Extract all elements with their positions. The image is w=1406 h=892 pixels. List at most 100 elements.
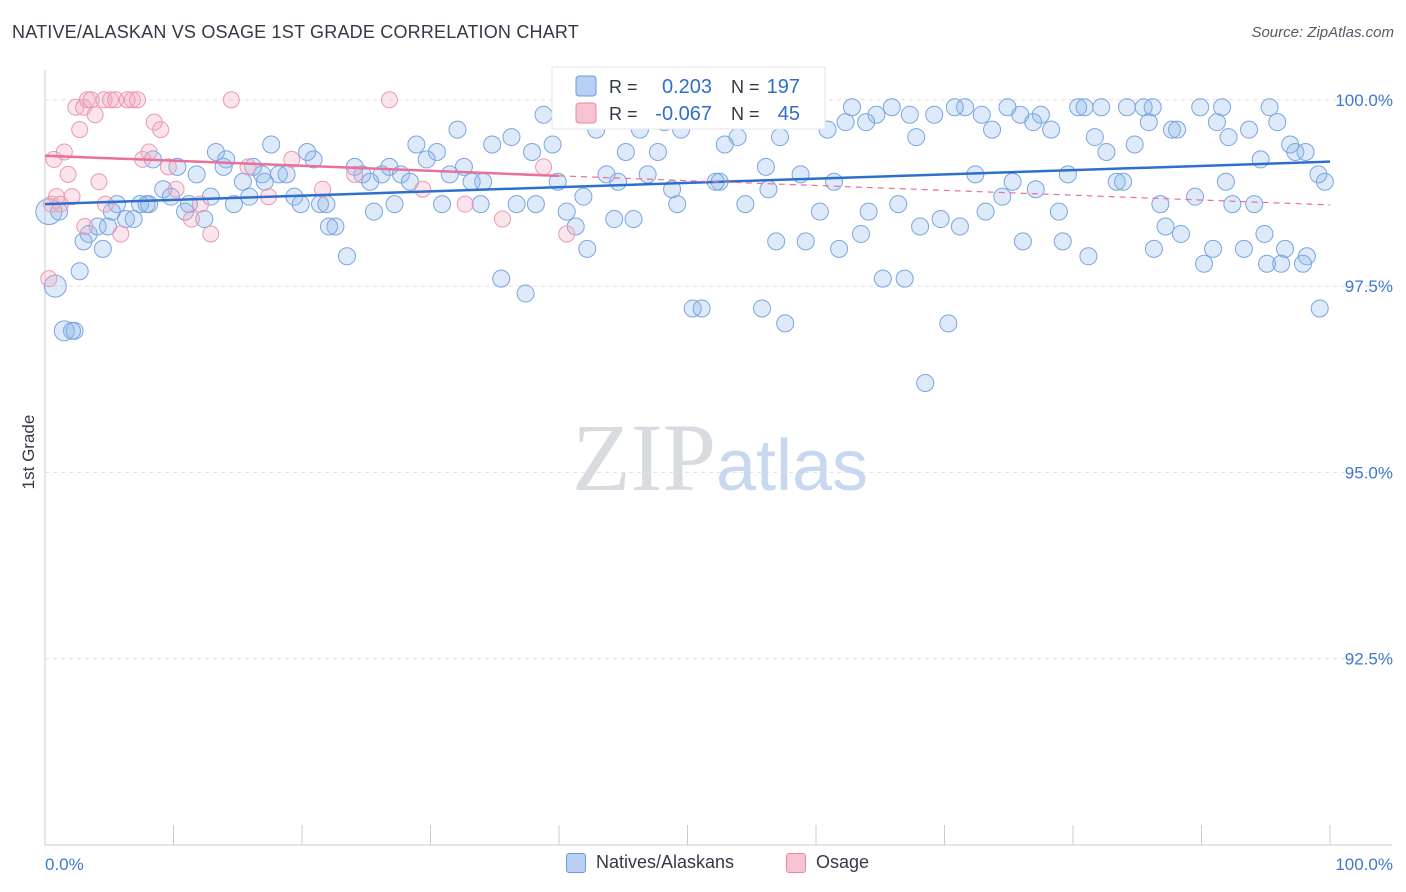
point-natives-12 — [154, 180, 173, 199]
y-tick-label-0: 100.0% — [1335, 91, 1393, 110]
point-natives-131 — [972, 105, 991, 124]
point-natives-103 — [624, 210, 643, 229]
point-osage-37 — [380, 91, 398, 109]
point-osage-43 — [76, 217, 94, 235]
chart-title: NATIVE/ALASKAN VS OSAGE 1ST GRADE CORREL… — [12, 22, 580, 42]
legend-item-osage[interactable]: Osage — [786, 852, 869, 873]
point-osage-34 — [283, 150, 301, 168]
point-natives-82 — [1069, 98, 1088, 117]
point-natives-7 — [93, 239, 112, 258]
point-natives-164 — [277, 165, 296, 184]
point-natives-137 — [1281, 135, 1300, 154]
point-natives-189 — [578, 239, 597, 258]
point-natives-25 — [326, 217, 345, 236]
point-natives-125 — [1309, 165, 1328, 184]
point-natives-110 — [74, 232, 93, 251]
point-natives-187 — [1260, 98, 1279, 117]
point-natives-171 — [895, 269, 914, 288]
point-osage-38 — [414, 180, 432, 198]
point-osage-32 — [239, 158, 257, 176]
point-osage-19 — [118, 91, 136, 109]
point-natives-161 — [462, 172, 481, 191]
point-natives-120 — [859, 202, 878, 221]
point-natives-196 — [663, 180, 682, 199]
point-osage-13 — [86, 106, 104, 124]
point-natives-105 — [433, 195, 452, 214]
point-natives-91 — [1186, 187, 1205, 206]
point-natives-199 — [1026, 180, 1045, 199]
point-natives-130 — [900, 105, 919, 124]
point-natives-104 — [526, 195, 545, 214]
point-natives-77 — [1003, 172, 1022, 191]
point-natives-32 — [417, 150, 436, 169]
point-natives-47 — [609, 172, 628, 191]
point-natives-115 — [385, 195, 404, 214]
point-natives-107 — [224, 195, 243, 214]
point-osage-25 — [152, 121, 170, 139]
legend-item-natives[interactable]: Natives/Alaskans — [566, 852, 734, 873]
point-osage-27 — [167, 180, 185, 198]
point-natives-13 — [168, 157, 187, 176]
point-natives-67 — [873, 269, 892, 288]
series-osage — [40, 91, 576, 288]
point-natives-198 — [911, 217, 930, 236]
point-osage-23 — [140, 143, 158, 161]
stats-r-label-0: R = — [609, 77, 638, 97]
point-natives-40 — [516, 284, 535, 303]
point-natives-154 — [1268, 113, 1287, 132]
point-natives-193 — [304, 150, 323, 169]
point-natives-81 — [1058, 165, 1077, 184]
series-natives-alaskans — [35, 98, 1334, 392]
point-natives-173 — [1053, 232, 1072, 251]
point-natives-135 — [1191, 98, 1210, 117]
point-natives-114 — [291, 195, 310, 214]
point-natives-159 — [605, 210, 624, 229]
stats-n-value-1: 45 — [778, 103, 800, 125]
point-natives-128 — [771, 128, 790, 147]
point-natives-172 — [976, 202, 995, 221]
point-natives-15 — [195, 210, 214, 229]
point-natives-148 — [945, 98, 964, 117]
watermark: ZIPatlas — [572, 404, 868, 511]
point-natives-153 — [1219, 128, 1238, 147]
point-natives-136 — [1240, 120, 1259, 139]
point-osage-9 — [71, 121, 89, 139]
chart-source: Source: ZipAtlas.com — [1251, 24, 1394, 41]
point-natives-169 — [98, 217, 117, 236]
point-natives-44 — [566, 217, 585, 236]
point-natives-63 — [824, 172, 843, 191]
point-natives-28 — [364, 202, 383, 221]
point-natives-61 — [796, 232, 815, 251]
point-osage-21 — [129, 91, 147, 109]
point-natives-184 — [1092, 98, 1111, 117]
point-osage-0 — [40, 270, 58, 288]
stats-swatch-pink — [575, 102, 597, 124]
point-natives-64 — [836, 113, 855, 132]
point-natives-72 — [939, 314, 958, 333]
point-natives-80 — [1042, 120, 1061, 139]
point-natives-124 — [1245, 195, 1264, 214]
point-osage-17 — [107, 91, 125, 109]
point-natives-34 — [440, 165, 459, 184]
point-natives-106 — [319, 217, 338, 236]
legend-label-natives: Natives/Alaskans — [596, 852, 735, 872]
point-osage-20 — [123, 91, 141, 109]
point-natives-26 — [337, 247, 356, 266]
point-osage-26 — [159, 158, 177, 176]
point-natives-38 — [492, 269, 511, 288]
point-natives-134 — [1139, 113, 1158, 132]
point-natives-122 — [1049, 202, 1068, 221]
point-natives-176 — [1204, 239, 1223, 258]
point-natives-185 — [1143, 98, 1162, 117]
point-natives-4 — [70, 262, 89, 281]
point-natives-170 — [830, 239, 849, 258]
stats-r-value-0: 0.203 — [662, 76, 712, 98]
x-tick-labels: 0.0% 100.0% — [45, 855, 1393, 874]
point-natives-151 — [1117, 98, 1136, 117]
point-natives-109 — [124, 210, 143, 229]
stats-r-value-1: -0.067 — [655, 103, 712, 125]
point-natives-2 — [53, 320, 75, 342]
y-tick-label-3: 92.5% — [1345, 650, 1393, 669]
stats-n-value-0: 197 — [767, 76, 800, 98]
